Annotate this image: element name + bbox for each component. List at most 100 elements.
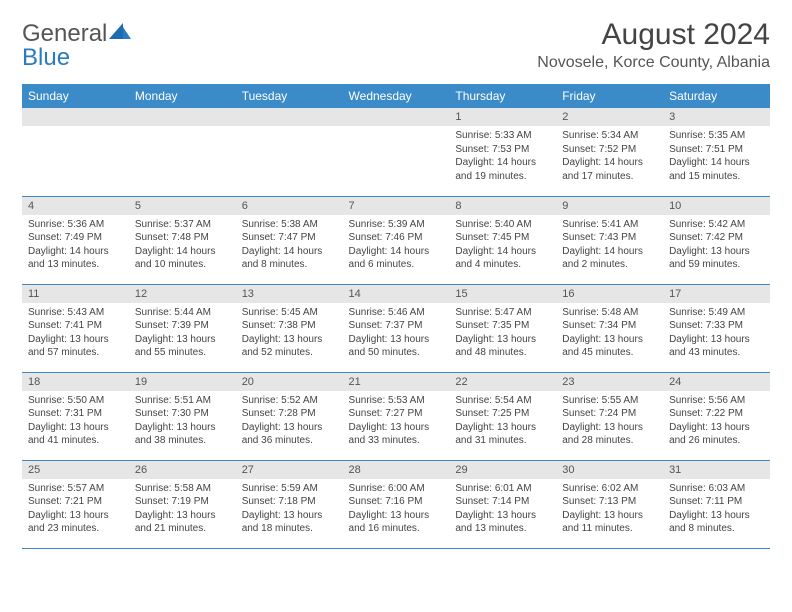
day-details: Sunrise: 5:55 AMSunset: 7:24 PMDaylight:… — [556, 391, 663, 451]
day-details: Sunrise: 5:38 AMSunset: 7:47 PMDaylight:… — [236, 215, 343, 275]
day-header: Wednesday — [343, 84, 450, 108]
day-cell: 14Sunrise: 5:46 AMSunset: 7:37 PMDayligh… — [343, 284, 450, 372]
week-row: 25Sunrise: 5:57 AMSunset: 7:21 PMDayligh… — [22, 460, 770, 548]
day-cell: 15Sunrise: 5:47 AMSunset: 7:35 PMDayligh… — [449, 284, 556, 372]
day-cell: 29Sunrise: 6:01 AMSunset: 7:14 PMDayligh… — [449, 460, 556, 548]
week-row: 1Sunrise: 5:33 AMSunset: 7:53 PMDaylight… — [22, 108, 770, 196]
day-details: Sunrise: 5:41 AMSunset: 7:43 PMDaylight:… — [556, 215, 663, 275]
day-cell: 30Sunrise: 6:02 AMSunset: 7:13 PMDayligh… — [556, 460, 663, 548]
location-text: Novosele, Korce County, Albania — [537, 54, 770, 72]
day-cell: 28Sunrise: 6:00 AMSunset: 7:16 PMDayligh… — [343, 460, 450, 548]
day-cell — [236, 108, 343, 196]
day-number: 26 — [129, 461, 236, 479]
day-header: Saturday — [663, 84, 770, 108]
day-details: Sunrise: 5:36 AMSunset: 7:49 PMDaylight:… — [22, 215, 129, 275]
day-details: Sunrise: 5:34 AMSunset: 7:52 PMDaylight:… — [556, 126, 663, 186]
day-details: Sunrise: 5:42 AMSunset: 7:42 PMDaylight:… — [663, 215, 770, 275]
day-cell: 22Sunrise: 5:54 AMSunset: 7:25 PMDayligh… — [449, 372, 556, 460]
day-cell: 5Sunrise: 5:37 AMSunset: 7:48 PMDaylight… — [129, 196, 236, 284]
day-number: 9 — [556, 197, 663, 215]
day-details: Sunrise: 5:51 AMSunset: 7:30 PMDaylight:… — [129, 391, 236, 451]
header: General Blue August 2024 Novosele, Korce… — [22, 18, 770, 72]
day-details: Sunrise: 5:52 AMSunset: 7:28 PMDaylight:… — [236, 391, 343, 451]
day-cell: 6Sunrise: 5:38 AMSunset: 7:47 PMDaylight… — [236, 196, 343, 284]
day-cell: 16Sunrise: 5:48 AMSunset: 7:34 PMDayligh… — [556, 284, 663, 372]
day-cell: 3Sunrise: 5:35 AMSunset: 7:51 PMDaylight… — [663, 108, 770, 196]
day-number: 6 — [236, 197, 343, 215]
day-cell: 25Sunrise: 5:57 AMSunset: 7:21 PMDayligh… — [22, 460, 129, 548]
day-details: Sunrise: 5:45 AMSunset: 7:38 PMDaylight:… — [236, 303, 343, 363]
day-number: 10 — [663, 197, 770, 215]
day-number: 24 — [663, 373, 770, 391]
day-cell: 21Sunrise: 5:53 AMSunset: 7:27 PMDayligh… — [343, 372, 450, 460]
week-row: 4Sunrise: 5:36 AMSunset: 7:49 PMDaylight… — [22, 196, 770, 284]
day-cell: 24Sunrise: 5:56 AMSunset: 7:22 PMDayligh… — [663, 372, 770, 460]
day-number: 11 — [22, 285, 129, 303]
day-header: Monday — [129, 84, 236, 108]
day-details: Sunrise: 5:37 AMSunset: 7:48 PMDaylight:… — [129, 215, 236, 275]
day-cell — [129, 108, 236, 196]
day-header: Tuesday — [236, 84, 343, 108]
day-header-row: SundayMondayTuesdayWednesdayThursdayFrid… — [22, 84, 770, 108]
day-cell: 8Sunrise: 5:40 AMSunset: 7:45 PMDaylight… — [449, 196, 556, 284]
day-header: Sunday — [22, 84, 129, 108]
day-number: 31 — [663, 461, 770, 479]
day-number: 22 — [449, 373, 556, 391]
day-number: 23 — [556, 373, 663, 391]
day-details: Sunrise: 5:53 AMSunset: 7:27 PMDaylight:… — [343, 391, 450, 451]
day-number: 27 — [236, 461, 343, 479]
day-number: 1 — [449, 108, 556, 126]
day-cell — [22, 108, 129, 196]
day-details: Sunrise: 5:58 AMSunset: 7:19 PMDaylight:… — [129, 479, 236, 539]
day-details: Sunrise: 5:43 AMSunset: 7:41 PMDaylight:… — [22, 303, 129, 363]
day-cell: 1Sunrise: 5:33 AMSunset: 7:53 PMDaylight… — [449, 108, 556, 196]
logo-text-2: Blue — [22, 44, 70, 71]
day-cell: 27Sunrise: 5:59 AMSunset: 7:18 PMDayligh… — [236, 460, 343, 548]
week-row: 11Sunrise: 5:43 AMSunset: 7:41 PMDayligh… — [22, 284, 770, 372]
day-number: 21 — [343, 373, 450, 391]
day-cell: 20Sunrise: 5:52 AMSunset: 7:28 PMDayligh… — [236, 372, 343, 460]
day-number: 13 — [236, 285, 343, 303]
day-cell: 4Sunrise: 5:36 AMSunset: 7:49 PMDaylight… — [22, 196, 129, 284]
day-number: 29 — [449, 461, 556, 479]
title-block: August 2024 Novosele, Korce County, Alba… — [537, 18, 770, 72]
day-number: 30 — [556, 461, 663, 479]
day-number: 12 — [129, 285, 236, 303]
day-details: Sunrise: 5:33 AMSunset: 7:53 PMDaylight:… — [449, 126, 556, 186]
day-header: Friday — [556, 84, 663, 108]
day-cell: 11Sunrise: 5:43 AMSunset: 7:41 PMDayligh… — [22, 284, 129, 372]
logo: General Blue — [22, 22, 131, 70]
day-cell: 10Sunrise: 5:42 AMSunset: 7:42 PMDayligh… — [663, 196, 770, 284]
day-number: 14 — [343, 285, 450, 303]
day-cell: 18Sunrise: 5:50 AMSunset: 7:31 PMDayligh… — [22, 372, 129, 460]
day-details: Sunrise: 6:00 AMSunset: 7:16 PMDaylight:… — [343, 479, 450, 539]
day-details: Sunrise: 5:50 AMSunset: 7:31 PMDaylight:… — [22, 391, 129, 451]
day-number: 28 — [343, 461, 450, 479]
day-details: Sunrise: 5:35 AMSunset: 7:51 PMDaylight:… — [663, 126, 770, 186]
day-number: 17 — [663, 285, 770, 303]
day-details: Sunrise: 5:57 AMSunset: 7:21 PMDaylight:… — [22, 479, 129, 539]
day-cell: 19Sunrise: 5:51 AMSunset: 7:30 PMDayligh… — [129, 372, 236, 460]
day-details: Sunrise: 5:46 AMSunset: 7:37 PMDaylight:… — [343, 303, 450, 363]
day-number: 16 — [556, 285, 663, 303]
day-details: Sunrise: 5:39 AMSunset: 7:46 PMDaylight:… — [343, 215, 450, 275]
day-number: 8 — [449, 197, 556, 215]
day-cell: 13Sunrise: 5:45 AMSunset: 7:38 PMDayligh… — [236, 284, 343, 372]
day-details: Sunrise: 6:01 AMSunset: 7:14 PMDaylight:… — [449, 479, 556, 539]
day-cell: 17Sunrise: 5:49 AMSunset: 7:33 PMDayligh… — [663, 284, 770, 372]
day-details: Sunrise: 5:47 AMSunset: 7:35 PMDaylight:… — [449, 303, 556, 363]
day-number: 4 — [22, 197, 129, 215]
calendar-table: SundayMondayTuesdayWednesdayThursdayFrid… — [22, 84, 770, 549]
day-details: Sunrise: 5:44 AMSunset: 7:39 PMDaylight:… — [129, 303, 236, 363]
day-cell: 7Sunrise: 5:39 AMSunset: 7:46 PMDaylight… — [343, 196, 450, 284]
day-number: 25 — [22, 461, 129, 479]
day-cell: 23Sunrise: 5:55 AMSunset: 7:24 PMDayligh… — [556, 372, 663, 460]
day-cell: 9Sunrise: 5:41 AMSunset: 7:43 PMDaylight… — [556, 196, 663, 284]
week-row: 18Sunrise: 5:50 AMSunset: 7:31 PMDayligh… — [22, 372, 770, 460]
day-number: 18 — [22, 373, 129, 391]
day-cell: 2Sunrise: 5:34 AMSunset: 7:52 PMDaylight… — [556, 108, 663, 196]
logo-sail-icon — [109, 23, 131, 46]
day-number: 15 — [449, 285, 556, 303]
calendar-body: 1Sunrise: 5:33 AMSunset: 7:53 PMDaylight… — [22, 108, 770, 548]
day-details: Sunrise: 5:54 AMSunset: 7:25 PMDaylight:… — [449, 391, 556, 451]
